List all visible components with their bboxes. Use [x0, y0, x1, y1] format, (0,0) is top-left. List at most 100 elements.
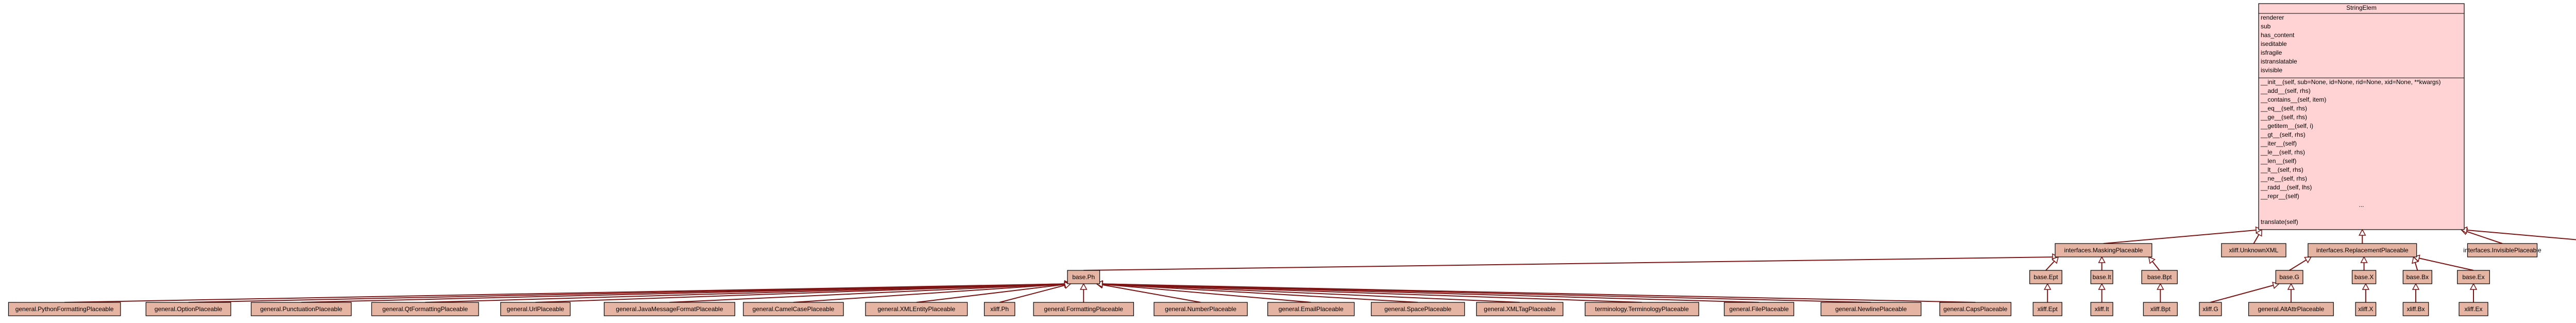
- class-name: general.NewlinePlaceable: [1835, 305, 1907, 313]
- class-name: base.G: [2279, 273, 2299, 281]
- class-name: base.Ept: [2033, 273, 2058, 281]
- method: __repr__(self): [2260, 192, 2299, 200]
- class-name: base.Bx: [2406, 273, 2429, 281]
- class-name: xliff.X: [2358, 305, 2373, 313]
- method: __len__(self): [2260, 157, 2296, 165]
- class-name: general.CamelCasePlaceable: [753, 305, 835, 313]
- class-box: [2459, 302, 2488, 316]
- inheritance-edge: [425, 283, 1071, 303]
- inheritance-edge: [793, 283, 1071, 303]
- inheritance-arrowhead: [2156, 283, 2164, 290]
- class-name: xliff.Ept: [2038, 305, 2058, 313]
- inheritance-arrowhead: [2043, 283, 2052, 290]
- class-name: general.QtFormattingPlaceable: [382, 305, 468, 313]
- class-box: [2351, 270, 2377, 284]
- inheritance-arrowhead: [2098, 256, 2106, 263]
- inheritance-edge: [999, 283, 1071, 303]
- class-box: [1267, 302, 1355, 316]
- class-box: [8, 302, 121, 316]
- class-box: [2199, 302, 2222, 316]
- class-name: general.OptionPlaceable: [155, 305, 223, 313]
- inheritance-edge: [2103, 229, 2262, 244]
- attribute: renderer: [2261, 14, 2284, 21]
- class-name: xliff.G: [2202, 305, 2218, 313]
- class-box: [371, 302, 479, 316]
- class-box: [2402, 302, 2429, 316]
- class-box: [1370, 302, 1465, 316]
- class-box: [743, 302, 844, 316]
- method: translate(self): [2261, 218, 2298, 225]
- inheritance-edge: [2210, 283, 2279, 303]
- inheritance-edge: [2461, 229, 2503, 244]
- method: __gt__(self, rhs): [2260, 131, 2306, 138]
- class-name: base.Ph: [1072, 273, 1095, 281]
- class-name: terminology.TerminologyPlaceable: [1595, 305, 1689, 313]
- inheritance-edge: [1096, 283, 1311, 303]
- attribute: has_content: [2261, 31, 2295, 39]
- inheritance-edge: [1083, 256, 2059, 271]
- inheritance-edge: [2413, 256, 2474, 271]
- method: __ne__(self, rhs): [2260, 175, 2307, 182]
- attribute: isfragile: [2261, 49, 2282, 56]
- inheritance-edge: [301, 283, 1071, 303]
- class-box: [1724, 302, 1794, 316]
- edges: [64, 226, 2576, 303]
- class-box: [2355, 302, 2377, 316]
- method-ellipsis: ...: [2359, 201, 2364, 208]
- class-name: general.NumberPlaceable: [1165, 305, 1236, 313]
- inheritance-arrowhead: [2051, 256, 2059, 264]
- class-name: xliff.Ph: [990, 305, 1009, 313]
- class-box: [2090, 270, 2113, 284]
- class-name: general.AltAttrPlaceable: [2258, 305, 2325, 313]
- class-name: general.SpacePlaceable: [1384, 305, 1451, 313]
- method: __contains__(self, item): [2260, 96, 2326, 103]
- class-name: general.FormattingPlaceable: [1044, 305, 1124, 313]
- class-name: general.JavaMessageFormatPlaceable: [616, 305, 723, 313]
- method: __lt__(self, rhs): [2260, 166, 2303, 173]
- class-box: [2402, 270, 2432, 284]
- method: __getitem__(self, i): [2260, 122, 2313, 130]
- class-box: [2457, 270, 2490, 284]
- inheritance-edge: [1096, 283, 1520, 303]
- class-name: interfaces.ReplacementPlaceable: [2316, 247, 2409, 254]
- inheritance-edge: [669, 283, 1071, 303]
- class-box: [2275, 270, 2303, 284]
- class-name: general.EmailPlaceable: [1279, 305, 1344, 313]
- class-name: general.FilePlaceable: [1730, 305, 1789, 313]
- method: __eq__(self, rhs): [2260, 105, 2307, 112]
- class-name: general.PythonFormattingPlaceable: [15, 305, 114, 313]
- class-box: [984, 302, 1015, 316]
- inheritance-arrowhead: [2469, 283, 2478, 290]
- method: __add__(self, rhs): [2260, 87, 2311, 94]
- inheritance-arrowhead: [2148, 256, 2156, 264]
- inheritance-arrowhead: [2412, 283, 2420, 290]
- class-box: [1476, 302, 1564, 316]
- class-name: base.It: [2093, 273, 2112, 281]
- class-box: [2055, 243, 2153, 257]
- boxes: StringElem renderer subhas_contentiseditab…: [8, 3, 2541, 316]
- class-box: [2248, 302, 2334, 316]
- class-box: [1033, 302, 1134, 316]
- class-box: [2308, 243, 2417, 257]
- inheritance-edge: [1096, 283, 1418, 303]
- inheritance-arrowhead: [2255, 229, 2262, 237]
- class-box: [2090, 302, 2113, 316]
- inheritance-arrowhead: [2360, 256, 2368, 263]
- inheritance-arrowhead: [2287, 283, 2295, 290]
- class-name: StringElem: [2346, 4, 2377, 11]
- class-box: [1584, 302, 1699, 316]
- class-box: [1939, 302, 2011, 316]
- class-name: base.Bpt: [2147, 273, 2172, 281]
- inheritance-edge: [1096, 283, 1642, 303]
- class-name: interfaces.InvisiblePlaceable: [2463, 247, 2541, 254]
- inheritance-edge: [535, 283, 1071, 303]
- class-box: [1820, 302, 1922, 316]
- class-box: [250, 302, 352, 316]
- inheritance-edge: [2461, 229, 2576, 240]
- attribute: iseditable: [2261, 40, 2287, 47]
- class-box: [2258, 3, 2465, 230]
- class-box: [604, 302, 735, 316]
- class-box: [2029, 270, 2062, 284]
- class-box: [1154, 302, 1248, 316]
